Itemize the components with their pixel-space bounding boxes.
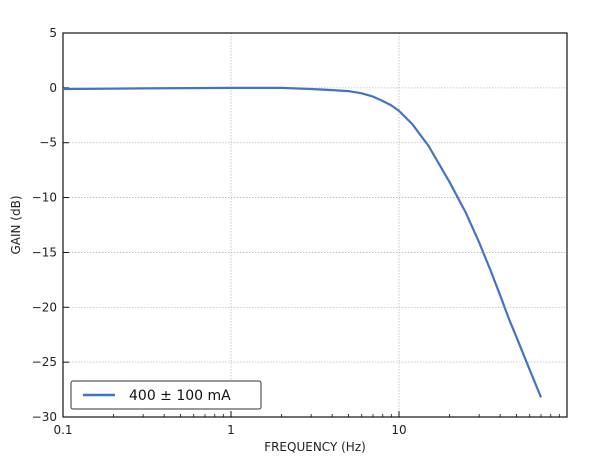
axis-ticks: 0.1 1 10 5 0 −5 −10 −15 −20 −25 −30	[32, 26, 560, 437]
x-tick-label: 10	[391, 423, 406, 437]
y-tick-label: −20	[32, 300, 57, 314]
legend-label: 400 ± 100 mA	[129, 388, 231, 404]
x-tick-label: 0.1	[53, 423, 72, 437]
legend-box	[70, 380, 262, 410]
x-axis-label: FREQUENCY (Hz)	[264, 440, 366, 454]
y-tick-label: 0	[49, 81, 57, 95]
grid	[62, 32, 567, 418]
y-axis-label: GAIN (dB)	[9, 195, 23, 254]
y-tick-label: −5	[39, 136, 57, 150]
plot-area	[62, 32, 568, 418]
legend: 400 ± 100 mA	[70, 380, 262, 410]
series-layer	[62, 86, 543, 398]
x-tick-label: 1	[227, 423, 235, 437]
y-tick-label: −25	[32, 355, 57, 369]
series-line	[62, 86, 543, 398]
y-tick-label: −15	[32, 245, 57, 259]
y-tick-label: −30	[32, 410, 57, 424]
y-tick-label: −10	[32, 191, 57, 205]
y-tick-label: 5	[49, 26, 57, 40]
